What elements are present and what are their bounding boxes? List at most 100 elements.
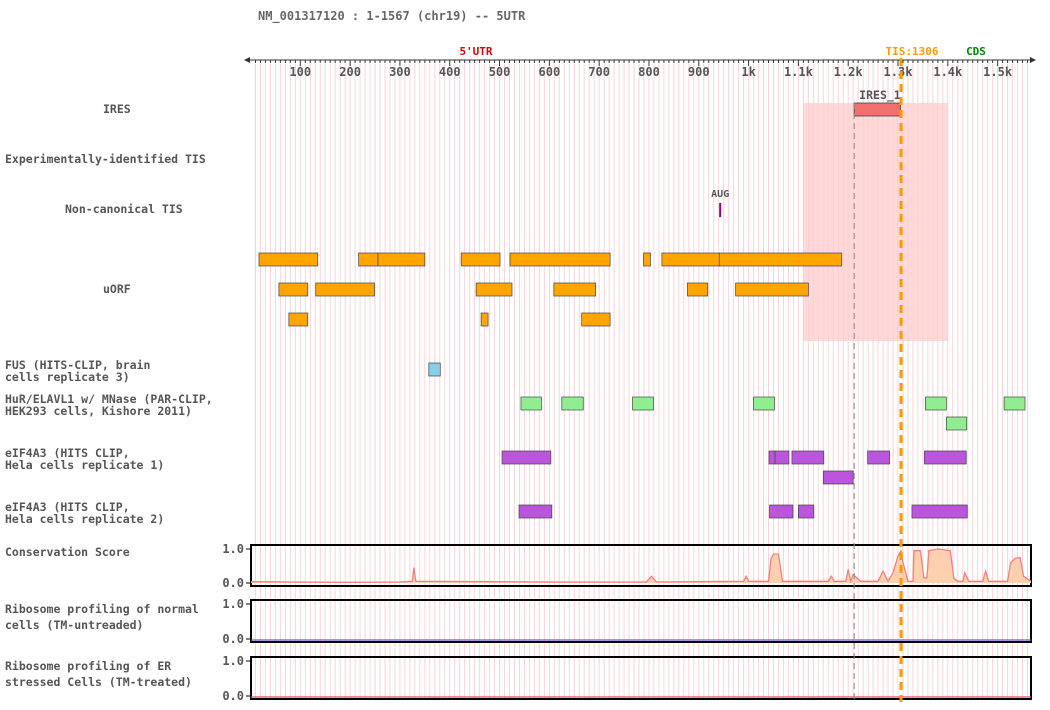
ruler-right-arrow (1030, 57, 1036, 63)
hur-feature (632, 396, 654, 411)
transcript-title: NM_001317120 : 1-1567 (chr19) -- 5UTR (258, 9, 526, 24)
hur-feature (561, 396, 584, 411)
eif4a3-rep1-feature (774, 450, 790, 465)
track-label-hur-line1: HuR/ELAVL1 w/ MNase (PAR-CLIP, (5, 392, 213, 406)
track-label-hur-line2: HEK293 cells, Kishore 2011) (5, 404, 192, 418)
track-label-exp-tis: Experimentally-identified TIS (5, 152, 206, 166)
track-label-fus-line1: FUS (HITS-CLIP, brain (5, 358, 150, 372)
ruler-tick-label: 1.4k (933, 65, 963, 79)
conservation-ymin-label: 0.0 (222, 576, 244, 590)
uorf-feature (643, 252, 651, 267)
eif4a3-rep2-track (518, 504, 968, 519)
position-ruler: 100 200 300 400 500 600 700 800 900 1k 1.1k 1.2k 1.3… (244, 57, 1036, 79)
uorf-feature (735, 282, 809, 297)
noncanonical-tis-label: AUG (711, 189, 729, 200)
fus-track (428, 362, 441, 377)
uorf-feature (509, 252, 611, 267)
ires-feature-label: IRES_1 (859, 88, 901, 103)
eif4a3-rep1-feature (867, 450, 890, 465)
track-label-eif4a3-rep1-line1: eIF4A3 (HITS CLIP, (5, 446, 130, 460)
eif4a3-rep1-track (501, 450, 967, 485)
uorf-feature (460, 252, 501, 267)
hur-feature (1003, 396, 1026, 411)
track-label-eif4a3-rep1-line2: Hela cells replicate 1) (5, 458, 164, 472)
utr-region-label: 5'UTR (459, 45, 492, 58)
ires-track: IRES_1 (853, 88, 901, 117)
ruler-tick-label: 1.1k (784, 65, 814, 79)
uorf-feature (581, 312, 611, 327)
uorf-feature (475, 282, 513, 297)
ribo-normal-plot: 1.0 0.0 (222, 597, 1032, 646)
ribo-er-ymin-label: 0.0 (222, 689, 244, 703)
track-label-ribo-er-line2: stressed Cells (TM-treated) (5, 675, 192, 689)
highlight-region (803, 103, 948, 341)
eif4a3-rep2-feature (798, 504, 815, 519)
eif4a3-rep1-feature (501, 450, 552, 465)
track-label-ribo-normal-line1: Ribosome profiling of normal (5, 602, 199, 616)
ribo-normal-ymin-label: 0.0 (222, 632, 244, 646)
eif4a3-rep1-feature (791, 450, 825, 465)
ribo-normal-frame (250, 599, 1032, 643)
eif4a3-rep2-feature (769, 504, 794, 519)
uorf-feature (686, 282, 709, 297)
uorf-feature (553, 282, 597, 297)
uorf-track (258, 252, 843, 327)
uorf-feature (480, 312, 489, 327)
track-label-fus-line2: cells replicate 3) (5, 370, 130, 384)
uorf-feature (358, 252, 379, 267)
ruler-tick-label: 500 (489, 65, 511, 79)
conservation-area (251, 549, 1031, 583)
track-label-eif4a3-rep2-line1: eIF4A3 (HITS CLIP, (5, 500, 130, 514)
track-label-ires: IRES (103, 102, 131, 116)
ruler-tick-label: 1.2k (834, 65, 864, 79)
track-label-ribo-normal-line2: cells (TM-untreaded) (5, 618, 143, 632)
ruler-tick-label: 300 (389, 65, 411, 79)
uorf-feature (661, 252, 721, 267)
ruler-tick-label: 100 (289, 65, 311, 79)
track-label-conservation: Conservation Score (5, 545, 130, 559)
ruler-tick-label: 400 (439, 65, 461, 79)
uorf-feature (258, 252, 319, 267)
cds-region-label: CDS (966, 45, 986, 58)
hur-feature (520, 396, 542, 411)
eif4a3-rep1-feature (924, 450, 967, 465)
track-label-uorf: uORF (103, 282, 131, 296)
ribo-normal-ymax-label: 1.0 (222, 597, 244, 611)
ruler-tick-label: 1k (741, 65, 756, 79)
ruler-tick-label: 900 (688, 65, 710, 79)
ruler-tick-label: 200 (339, 65, 361, 79)
ruler-tick-label: 700 (588, 65, 610, 79)
ruler-tick-label: 1.3k (884, 65, 914, 79)
noncanonical-tis-track: AUG (711, 189, 729, 217)
tis-region-label: TIS:1306 (886, 45, 939, 58)
uorf-feature (718, 252, 843, 267)
fus-feature (428, 362, 441, 377)
conservation-frame (250, 544, 1032, 587)
conservation-line (250, 548, 1032, 584)
ruler-tick-label: 1.5k (983, 65, 1013, 79)
track-label-noncanonical-tis: Non-canonical TIS (65, 202, 183, 216)
ires-feature (853, 102, 901, 117)
uorf-feature (288, 312, 309, 327)
uorf-feature (315, 282, 375, 297)
ribo-er-frame (250, 656, 1032, 700)
track-label-eif4a3-rep2-line2: Hela cells replicate 2) (5, 512, 164, 526)
hur-feature (925, 396, 947, 411)
ribo-er-plot: 1.0 0.0 (222, 654, 1032, 703)
track-label-ribo-er-line1: Ribosome profiling of ER (5, 659, 171, 673)
uorf-feature (278, 282, 309, 297)
uorf-feature (377, 252, 426, 267)
eif4a3-rep2-feature (518, 504, 553, 519)
hur-track (520, 396, 1026, 431)
conservation-plot: 1.0 0.0 (222, 542, 1032, 590)
conservation-ymax-label: 1.0 (222, 542, 244, 556)
eif4a3-rep1-feature (768, 450, 776, 465)
ruler-tick-label: 800 (638, 65, 660, 79)
ruler-tick-label: 600 (539, 65, 561, 79)
eif4a3-rep2-feature (911, 504, 968, 519)
ruler-left-arrow (244, 57, 250, 63)
ribo-er-ymax-label: 1.0 (222, 654, 244, 668)
hur-feature (945, 416, 968, 431)
eif4a3-rep1-feature (822, 470, 854, 485)
